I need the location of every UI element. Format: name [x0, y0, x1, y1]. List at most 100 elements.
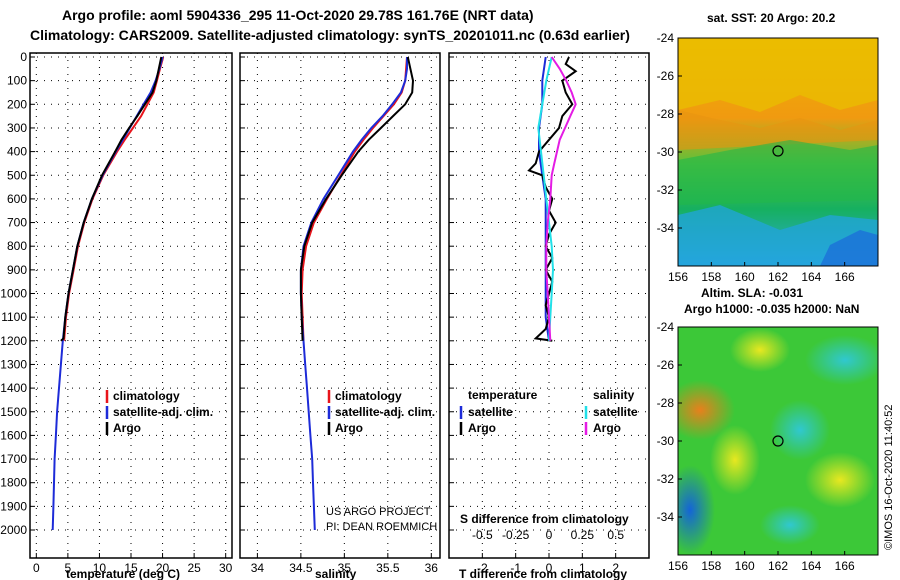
- temperature-axis-label: temperature (deg C): [66, 567, 180, 580]
- legend-label-t-satellite: satellite: [468, 405, 513, 419]
- legend-header-salinity: salinity: [593, 388, 635, 402]
- map-lon-tick-label: 162: [768, 270, 788, 284]
- s-difference-axis-label: S difference from climatology: [460, 512, 629, 526]
- x-tick-label: 10: [93, 561, 107, 575]
- map-lat-tick-label: -32: [657, 472, 675, 486]
- series-s-argo: [545, 56, 577, 341]
- depth-tick-label: 1500: [0, 405, 27, 419]
- map-lat-tick-label: -32: [657, 183, 675, 197]
- map-lat-tick-label: -24: [657, 320, 675, 334]
- map-lon-tick-label: 160: [735, 559, 755, 573]
- sla-argo-marker: [772, 435, 784, 447]
- depth-tick-label: 1800: [0, 476, 27, 490]
- sla-low-patch: [770, 400, 830, 460]
- imos-stamp: ©IMOS 16-Oct-2020 11:40:52: [883, 405, 895, 550]
- profile-series: [51, 56, 578, 531]
- map-lat-tick-label: -26: [657, 69, 675, 83]
- legend-label-satellite: satellite-adj. clim.: [335, 405, 435, 419]
- depth-tick-label: 2000: [0, 523, 27, 537]
- sst-argo-marker: [772, 145, 784, 157]
- depth-tick-label: 1000: [0, 287, 27, 301]
- series-s-satellite: [537, 56, 555, 341]
- depth-tick-label: 300: [7, 121, 27, 135]
- depth-tick-label: 1300: [0, 357, 27, 371]
- legend-label-argo: Argo: [335, 421, 363, 435]
- map-lon-tick-label: 162: [768, 559, 788, 573]
- depth-tick-label: 1400: [0, 381, 27, 395]
- sst-heatmap: [678, 38, 878, 266]
- difference-legend: temperature salinity satellite Argo sate…: [459, 388, 638, 435]
- legend-label-satellite: satellite-adj. clim.: [113, 405, 213, 419]
- sst-green-band: [678, 140, 878, 205]
- sla-map-subtitle: Altim. SLA: -0.031: [701, 286, 803, 300]
- x-tick-label: 36: [425, 561, 439, 575]
- figure-title-line1: Argo profile: aoml 5904336_295 11-Oct-20…: [62, 7, 534, 23]
- depth-tick-label: 1700: [0, 452, 27, 466]
- s-difference-tick-label: 0: [546, 528, 553, 542]
- sst-map-title: sat. SST: 20 Argo: 20.2: [707, 11, 836, 25]
- map-lon-tick-label: 166: [835, 559, 855, 573]
- depth-tick-label: 600: [7, 192, 27, 206]
- sst-cold-patch: [820, 230, 878, 266]
- x-tick-label: 5: [65, 561, 72, 575]
- legend-label-s-argo: Argo: [593, 421, 621, 435]
- legend-label-t-argo: Argo: [468, 421, 496, 435]
- s-difference-tick-label: -0.5: [472, 528, 493, 542]
- depth-tick-label: 500: [7, 168, 27, 182]
- map-lat-tick-label: -34: [657, 510, 675, 524]
- map-lat-tick-label: -30: [657, 145, 675, 159]
- legend-header-temperature: temperature: [468, 388, 538, 402]
- sla-high-patch: [710, 425, 760, 495]
- x-tick-label: -1: [510, 561, 521, 575]
- sla-map-title: Argo h1000: -0.035 h2000: NaN: [684, 302, 859, 316]
- sla-heatmap: [678, 327, 878, 555]
- depth-tick-label: 100: [7, 74, 27, 88]
- sla-warm-eddy: [678, 380, 735, 440]
- x-tick-label: 25: [187, 561, 201, 575]
- depth-tick-label: 200: [7, 97, 27, 111]
- credit-project: US ARGO PROJECT: [326, 506, 431, 518]
- map-lat-tick-label: -28: [657, 107, 675, 121]
- map-lat-tick-label: -28: [657, 396, 675, 410]
- x-tick-label: 0: [33, 561, 40, 575]
- map-lon-tick-label: 166: [835, 270, 855, 284]
- depth-tick-label: 0: [20, 50, 27, 64]
- depth-tick-label: 900: [7, 263, 27, 277]
- sla-low-patch: [805, 335, 878, 385]
- t-difference-axis-label: T difference from climatology: [459, 567, 627, 580]
- sla-cold-eddy: [678, 465, 715, 555]
- credit-pi: PI: DEAN ROEMMICH: [326, 521, 437, 533]
- x-tick-label: 15: [124, 561, 138, 575]
- sla-low-patch: [760, 505, 820, 545]
- grid-dots: [30, 53, 649, 558]
- salinity-legend: climatology satellite-adj. clim. Argo: [327, 389, 435, 435]
- map-lat-tick-label: -26: [657, 358, 675, 372]
- sst-transition-band: [678, 110, 878, 150]
- salinity-axis-label: salinity: [315, 567, 357, 580]
- series-argo: [299, 56, 415, 341]
- temperature-legend: climatology satellite-adj. clim. Argo: [105, 389, 213, 435]
- map-lat-tick-label: -34: [657, 221, 675, 235]
- legend-label-s-satellite: satellite: [593, 405, 638, 419]
- x-tick-label: 30: [219, 561, 233, 575]
- x-tick-label: -2: [477, 561, 488, 575]
- series-argo: [60, 56, 163, 342]
- depth-tick-label: 1900: [0, 499, 27, 513]
- depth-tick-label: 1600: [0, 428, 27, 442]
- map-lon-tick-label: 160: [735, 270, 755, 284]
- map-lat-tick-label: -30: [657, 434, 675, 448]
- depth-tick-label: 700: [7, 216, 27, 230]
- x-tick-label: 35: [338, 561, 352, 575]
- map-axes: 156 158 160 162 164 166 -24 -26 -28 -30 -32 -34 156 1…: [657, 31, 855, 573]
- sla-high-patch: [805, 452, 875, 508]
- legend-label-climatology: climatology: [113, 389, 180, 403]
- depth-tick-label: 400: [7, 145, 27, 159]
- map-lon-tick-label: 156: [668, 270, 688, 284]
- x-tick-label: 2: [612, 561, 619, 575]
- depth-tick-label: 800: [7, 239, 27, 253]
- x-tick-label: 0: [546, 561, 553, 575]
- figure-title-line2: Climatology: CARS2009. Satellite-adjuste…: [30, 27, 630, 43]
- map-lon-tick-label: 156: [668, 559, 688, 573]
- x-tick-label: 20: [156, 561, 170, 575]
- x-tick-label: 1: [579, 561, 586, 575]
